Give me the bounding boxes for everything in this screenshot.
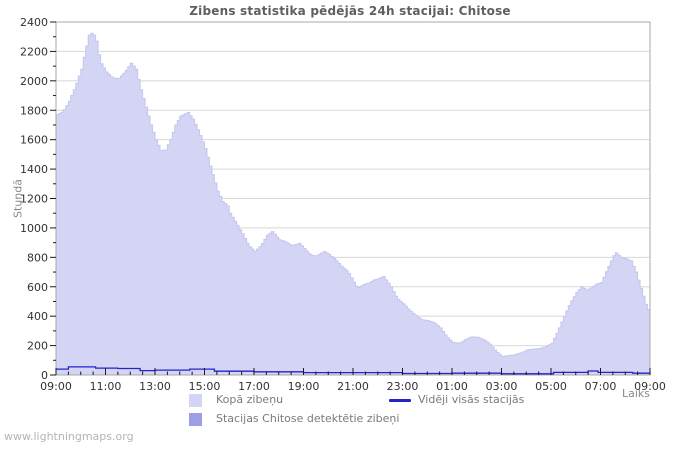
svg-text:800: 800 [27,251,48,264]
svg-text:17:00: 17:00 [238,380,270,393]
svg-text:05:00: 05:00 [535,380,567,393]
svg-text:09:00: 09:00 [634,380,666,393]
svg-text:19:00: 19:00 [288,380,320,393]
svg-text:0: 0 [41,369,48,382]
y-axis-label: Stundā [11,179,25,218]
svg-text:03:00: 03:00 [486,380,518,393]
svg-text:15:00: 15:00 [189,380,221,393]
legend-swatch-total [189,394,202,407]
svg-text:2000: 2000 [20,75,48,88]
svg-text:2400: 2400 [20,16,48,29]
svg-text:1400: 1400 [20,163,48,176]
svg-text:400: 400 [27,310,48,323]
svg-text:1800: 1800 [20,104,48,117]
svg-text:11:00: 11:00 [90,380,122,393]
svg-text:2200: 2200 [20,45,48,58]
svg-text:1200: 1200 [20,193,48,206]
x-axis-label: Laiks [621,387,650,400]
svg-text:01:00: 01:00 [436,380,468,393]
legend-label-total: Kopā zibeņu [216,393,284,406]
legend-swatch-station [189,413,202,426]
svg-text:07:00: 07:00 [585,380,617,393]
svg-text:200: 200 [27,340,48,353]
svg-text:21:00: 21:00 [337,380,369,393]
legend-line-average [389,399,411,402]
svg-text:1000: 1000 [20,222,48,235]
legend-label-average: Vidēji visās stacijās [418,393,525,406]
svg-text:600: 600 [27,281,48,294]
legend-label-station: Stacijas Chitose detektētie zibeņi [216,412,400,425]
watermark-link: www.lightningmaps.org [4,430,134,443]
svg-text:23:00: 23:00 [387,380,419,393]
chart-title: Zibens statistika pēdējās 24h stacijai: … [189,4,511,18]
svg-text:13:00: 13:00 [139,380,171,393]
svg-text:09:00: 09:00 [40,380,72,393]
svg-text:1600: 1600 [20,134,48,147]
